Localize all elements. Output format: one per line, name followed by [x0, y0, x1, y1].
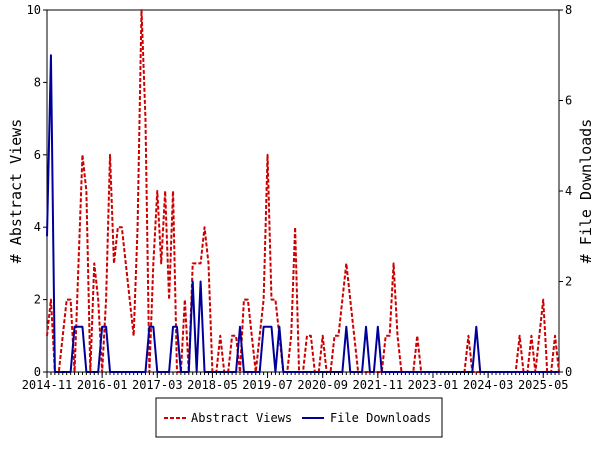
y-left-tick-label: 6	[34, 148, 41, 162]
x-tick-label: 2020-09	[297, 378, 348, 392]
x-tick-label: 2023-01	[408, 378, 459, 392]
axes-layer: 0 2 4 6 8 10 0 2 4 6 8 2014-11 2016-01 2017-03 2018-05…	[22, 3, 573, 392]
plot-area	[46, 9, 560, 373]
y-left-tick-label: 4	[34, 220, 41, 234]
y-axis-right-title: # File Downloads	[577, 119, 595, 264]
y-right-tick-label: 8	[565, 3, 572, 17]
y-right-tick-label: 6	[565, 94, 572, 108]
x-tick-label: 2016-01	[77, 378, 128, 392]
x-tick-label: 2025-05	[518, 378, 569, 392]
y-right-tick-label: 4	[565, 184, 572, 198]
y-right-tick-label: 2	[565, 275, 572, 289]
x-tick-label: 2018-05	[187, 378, 238, 392]
x-tick-label: 2024-03	[463, 378, 514, 392]
legend-abstract-views-label: Abstract Views	[191, 411, 292, 425]
y-axis-left-title: # Abstract Views	[7, 119, 25, 264]
y-left-tick-label: 10	[27, 3, 41, 17]
legend: Abstract Views File Downloads	[155, 397, 443, 438]
y-left-tick-label: 2	[34, 293, 41, 307]
x-tick-label: 2014-11	[22, 378, 73, 392]
x-tick-label: 2021-11	[353, 378, 404, 392]
x-tick-label: 2019-07	[242, 378, 293, 392]
y-left-tick-label: 0	[34, 365, 41, 379]
legend-file-downloads-label: File Downloads	[330, 411, 431, 425]
y-right-tick-label: 0	[565, 365, 572, 379]
legend-box	[155, 397, 443, 438]
x-tick-label: 2017-03	[132, 378, 183, 392]
y-left-tick-label: 8	[34, 75, 41, 89]
